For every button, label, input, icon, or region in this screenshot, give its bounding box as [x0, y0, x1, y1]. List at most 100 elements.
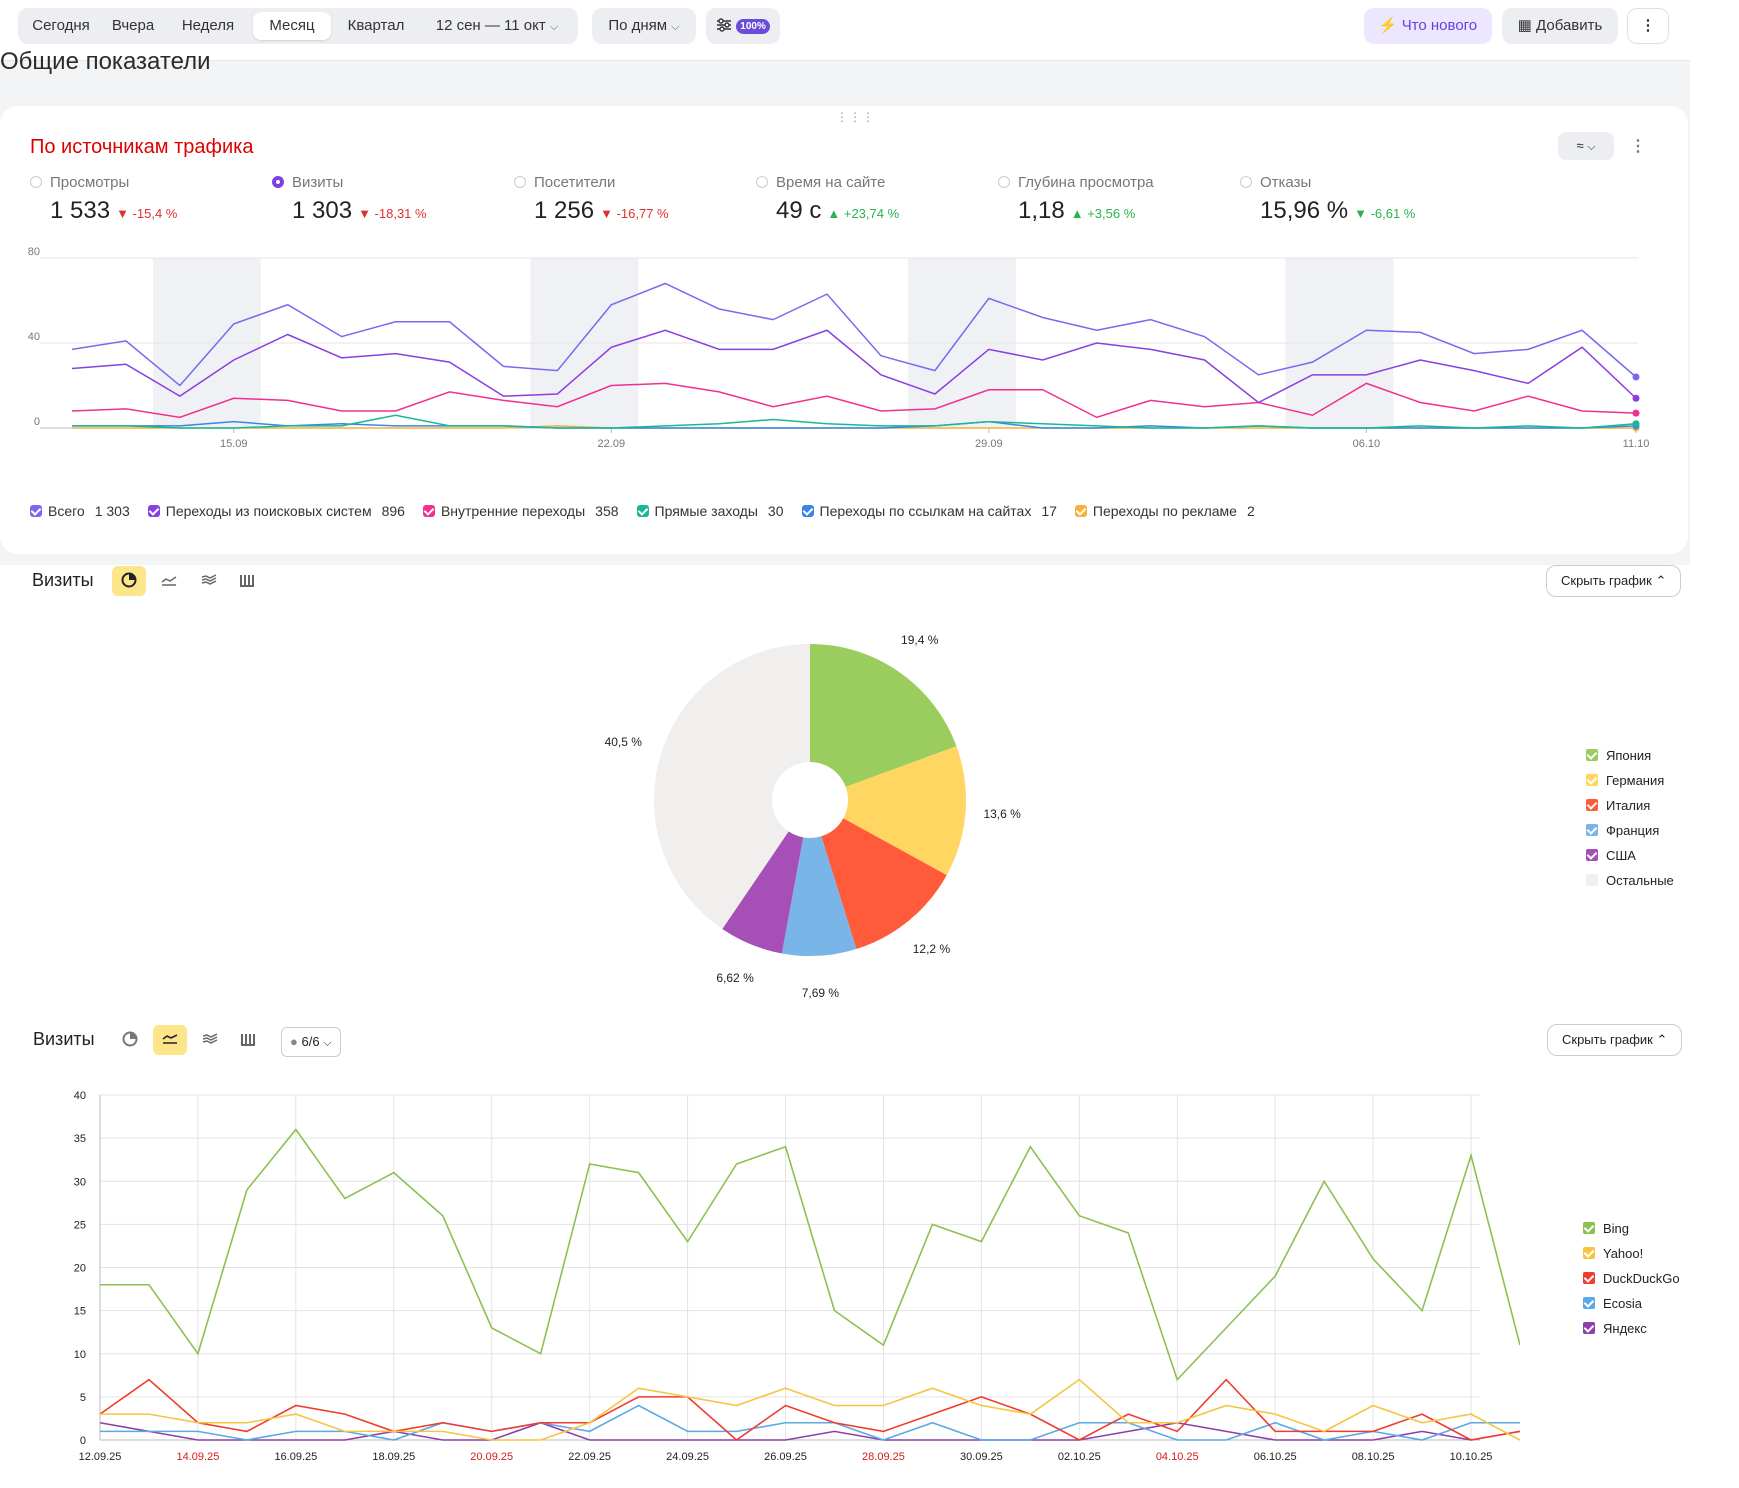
hide-pie-chart-button[interactable]: Скрыть график ⌃ — [1546, 565, 1682, 597]
pie-legend-item[interactable]: Германия — [1586, 768, 1674, 793]
checkbox-icon — [147, 505, 160, 517]
drag-handle-icon[interactable]: ⋮⋮⋮ — [836, 110, 875, 124]
chevron-down-icon: ⌵ — [671, 21, 680, 33]
date-range-picker[interactable]: 12 сен — 11 окт ⌵ — [422, 12, 572, 40]
y-tick-label: 80 — [28, 246, 40, 258]
legend-item[interactable]: Внутренние переходы 358 — [422, 503, 619, 519]
legend-label: Yahoo! — [1603, 1246, 1644, 1261]
x-tick-label: 11.10 — [1623, 438, 1650, 450]
traffic-line-chart: 0 40 80 15.09 22.09 29.09 06.10 11.10 — [28, 246, 1650, 450]
legend-label: Германия — [1606, 773, 1665, 788]
pie-legend-item[interactable]: Италия — [1586, 793, 1674, 818]
legend-label: Переходы по рекламе — [1092, 503, 1237, 519]
x-tick-label: 20.09.25 — [470, 1451, 513, 1463]
x-tick-label: 24.09.25 — [666, 1451, 709, 1463]
card-menu-icon[interactable]: ⋮ — [1630, 138, 1646, 155]
pie-legend-item[interactable]: Остальные — [1586, 868, 1674, 893]
checkbox-icon — [1586, 774, 1598, 786]
traffic-legend: Всего 1 303 Переходы из поисковых систем 89… — [30, 503, 1273, 519]
metric-bounce[interactable]: Отказы 15,96 % ▼ -6,61 % — [1240, 174, 1415, 225]
search-engines-legend: Bing Yahoo! DuckDuckGo Ecosia Яндекс — [1583, 1216, 1680, 1341]
area-view-button[interactable] — [192, 566, 226, 596]
period-month[interactable]: Месяц — [253, 12, 331, 40]
period-today[interactable]: Сегодня — [32, 17, 90, 34]
pie-slice-label: 40,5 % — [604, 734, 642, 749]
legend-value: 358 — [595, 503, 619, 519]
legend-item[interactable]: Прямые заходы 30 — [636, 503, 784, 519]
radio-icon — [30, 176, 42, 188]
series-line — [100, 1128, 1520, 1382]
metric-value: 1 303 — [292, 197, 353, 224]
metric-views[interactable]: Просмотры 1 533 ▼ -15,4 % — [30, 174, 177, 225]
metric-delta-value: -6,61 % — [1370, 206, 1416, 221]
more-menu-button[interactable]: ⋮ — [1627, 8, 1669, 44]
line-legend-item[interactable]: Yahoo! — [1583, 1241, 1680, 1266]
checkbox-icon — [1583, 1247, 1595, 1259]
legend-label: Переходы по ссылкам на сайтах — [819, 503, 1032, 519]
legend-item[interactable]: Всего 1 303 — [30, 503, 130, 519]
chevron-down-icon: ⌵ — [1587, 141, 1596, 153]
speech-bubble-icon: ● — [290, 1034, 298, 1049]
y-tick-label: 25 — [74, 1219, 86, 1231]
series-line — [99, 1378, 1520, 1442]
period-quarter[interactable]: Квартал — [347, 17, 405, 34]
line-legend-item[interactable]: DuckDuckGo — [1583, 1266, 1680, 1291]
x-tick-label: 04.10.25 — [1156, 1451, 1199, 1463]
legend-item[interactable]: Переходы по ссылкам на сайтах 17 — [801, 503, 1057, 519]
grouping-select[interactable]: По дням ⌵ — [592, 8, 696, 44]
pie-legend-item[interactable]: Франция — [1586, 818, 1674, 843]
series-line — [99, 1421, 1520, 1441]
more-vertical-icon: ⋮ — [1640, 17, 1656, 34]
series-line — [71, 282, 1637, 387]
area-view-button[interactable] — [193, 1025, 227, 1055]
x-tick-label: 02.10.25 — [1058, 1451, 1101, 1463]
legend-item[interactable]: Переходы по рекламе 2 — [1074, 503, 1255, 519]
series-filter-button[interactable]: ● 6/6 ⌵ — [281, 1027, 341, 1057]
period-selector: Сегодня Вчера Неделя Месяц Квартал 12 се… — [18, 8, 578, 44]
line-view-button[interactable] — [152, 566, 186, 596]
metric-delta: ▲ +23,74 % — [827, 206, 900, 221]
pie-block-title: Визиты — [32, 570, 94, 590]
x-tick-label: 16.09.25 — [274, 1451, 317, 1463]
pie-slice-label: 12,2 % — [912, 942, 951, 957]
bar-view-button[interactable] — [231, 1025, 265, 1055]
metric-visits[interactable]: Визиты 1 303 ▼ -18,31 % — [272, 174, 427, 225]
x-tick-label: 28.09.25 — [862, 1451, 905, 1463]
sampling-badge: 100% — [736, 18, 770, 34]
x-tick-label: 22.09 — [598, 438, 626, 450]
widgets-icon: ▦ — [1517, 17, 1532, 34]
legend-label: Переходы из поисковых систем — [165, 503, 372, 519]
bar-view-button[interactable] — [230, 566, 264, 596]
line-legend-item[interactable]: Ecosia — [1583, 1291, 1680, 1316]
pie-slice-label: 13,6 % — [983, 806, 1021, 821]
date-range-label: 12 сен — 11 окт — [435, 17, 546, 34]
y-tick-label: 20 — [74, 1263, 86, 1275]
pie-chart-icon — [122, 1031, 138, 1047]
y-tick-label: 5 — [80, 1392, 86, 1404]
y-tick-label: 40 — [74, 1090, 86, 1102]
line-legend-item[interactable]: Яндекс — [1583, 1316, 1680, 1341]
metric-visitors[interactable]: Посетители 1 256 ▼ -16,77 % — [514, 174, 669, 225]
sampling-button[interactable]: 100% — [706, 8, 780, 44]
series-end-point — [1632, 409, 1640, 417]
line-view-button[interactable] — [153, 1025, 187, 1055]
chart-type-select[interactable]: ≈ ⌵ — [1558, 132, 1614, 160]
metric-depth[interactable]: Глубина просмотра 1,18 ▲ +3,56 % — [998, 174, 1154, 225]
period-week[interactable]: Неделя — [181, 17, 235, 34]
checkbox-icon — [801, 505, 814, 517]
whats-new-button[interactable]: ⚡ Что нового — [1364, 8, 1492, 44]
pie-legend-item[interactable]: Япония — [1586, 743, 1674, 768]
metric-label: Время на сайте — [776, 174, 886, 191]
pie-legend-item[interactable]: США — [1586, 843, 1674, 868]
add-button[interactable]: ▦ Добавить — [1502, 8, 1618, 44]
metric-time-on-site[interactable]: Время на сайте 49 с ▲ +23,74 % — [756, 174, 899, 225]
line-legend-item[interactable]: Bing — [1583, 1216, 1680, 1241]
pie-view-button[interactable] — [113, 1025, 147, 1055]
hide-line-chart-button[interactable]: Скрыть график ⌃ — [1547, 1024, 1683, 1056]
pie-chart-icon — [121, 572, 137, 588]
period-yesterday[interactable]: Вчера — [111, 17, 155, 34]
metric-delta: ▲ +3,56 % — [1070, 206, 1136, 221]
pie-view-button[interactable] — [112, 566, 146, 596]
series-line — [71, 329, 1637, 404]
legend-item[interactable]: Переходы из поисковых систем 896 — [147, 503, 405, 519]
